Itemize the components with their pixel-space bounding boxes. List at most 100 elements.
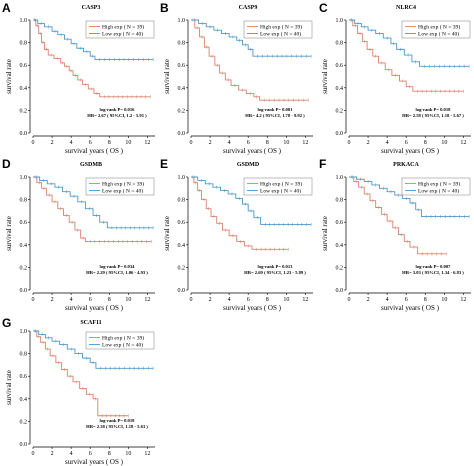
x-axis-label: survival years ( OS ) xyxy=(381,147,440,155)
x-tick-label: 0 xyxy=(32,451,35,457)
y-tick-label: 0.4 xyxy=(336,86,344,92)
y-tick-label: 0.2 xyxy=(178,265,186,271)
legend-label-high: High exp ( N = 39) xyxy=(260,24,302,31)
legend-label-low: Low exp ( N = 40) xyxy=(418,188,459,195)
logrank-p-text: log-rank P= 0.007 xyxy=(416,264,452,269)
x-tick-label: 0 xyxy=(348,140,351,146)
legend-label-high: High exp ( N = 39) xyxy=(102,24,144,31)
x-tick-label: 8 xyxy=(424,140,427,146)
y-tick-label: 0.6 xyxy=(20,63,28,69)
logrank-p-text: log-rank P= 0.018 xyxy=(416,107,452,112)
x-tick-label: 0 xyxy=(190,140,193,146)
x-tick-label: 8 xyxy=(424,297,427,303)
y-tick-label: 1.0 xyxy=(20,329,28,335)
x-tick-label: 10 xyxy=(125,140,131,146)
x-tick-label: 4 xyxy=(228,297,231,303)
x-axis-label: survival years ( OS ) xyxy=(65,304,124,312)
x-axis-label: survival years ( OS ) xyxy=(223,147,282,155)
x-tick-label: 6 xyxy=(405,140,408,146)
x-tick-label: 6 xyxy=(89,297,92,303)
hazard-ratio-text: HR= 2.69 ( 95%CI, 1.23 - 5.89 ) xyxy=(244,270,306,275)
y-tick-label: 0.6 xyxy=(20,374,28,380)
y-tick-label: 0.0 xyxy=(336,131,344,137)
x-tick-label: 4 xyxy=(386,140,389,146)
panel-title: PRKACA xyxy=(393,162,419,168)
x-tick-label: 6 xyxy=(247,140,250,146)
panel-letter: F xyxy=(319,157,326,171)
panel-letter: E xyxy=(160,157,168,171)
x-tick-label: 2 xyxy=(51,140,54,146)
x-tick-label: 2 xyxy=(367,140,370,146)
x-tick-label: 10 xyxy=(283,140,289,146)
series-low-exp-line xyxy=(191,19,312,57)
y-tick-label: 0.4 xyxy=(20,397,28,403)
logrank-p-text: log-rank P= 0.016 xyxy=(100,107,136,112)
x-tick-label: 6 xyxy=(405,297,408,303)
y-tick-label: 0.2 xyxy=(336,265,344,271)
hazard-ratio-text: HR= 4.2 ( 95%CI, 1.78 - 9.92 ) xyxy=(245,113,305,118)
km-panel-g: G SCAF11 0.0 0.2 0.4 0.6 0.8 1.0 0 2 4 6 8 10 12 surviv… xyxy=(2,316,155,466)
x-tick-label: 12 xyxy=(144,297,150,303)
y-tick-label: 0.0 xyxy=(20,131,28,137)
y-tick-label: 0.2 xyxy=(336,108,344,114)
x-tick-label: 4 xyxy=(70,297,73,303)
hazard-ratio-text: HR= 2.29 ( 95%CI, 1.06 - 4.93 ) xyxy=(86,270,148,275)
km-panel-f: F PRKACA 0.0 0.2 0.4 0.6 0.8 1.0 0 2 4 6 8 10 12 surviv… xyxy=(319,157,471,312)
legend-box xyxy=(85,20,155,39)
panel-title: SCAF11 xyxy=(80,320,101,326)
y-tick-label: 0.0 xyxy=(20,442,28,448)
y-axis-label: survival rate xyxy=(321,59,329,94)
legend-label-high: High exp ( N = 39) xyxy=(418,181,460,188)
hazard-ratio-text: HR= 2.58 ( 95%CI, 1.18 - 5.67 ) xyxy=(402,113,464,118)
x-tick-label: 10 xyxy=(283,297,289,303)
y-tick-label: 0.8 xyxy=(336,198,344,204)
x-tick-label: 12 xyxy=(302,297,308,303)
y-tick-label: 0.2 xyxy=(20,419,28,425)
logrank-p-text: log-rank P= 0.018 xyxy=(100,418,136,423)
y-tick-label: 1.0 xyxy=(178,175,186,181)
x-tick-label: 12 xyxy=(460,140,466,146)
x-tick-label: 6 xyxy=(247,297,250,303)
y-tick-label: 0.4 xyxy=(20,86,28,92)
panel-title: CASP9 xyxy=(239,5,258,11)
y-tick-label: 0.6 xyxy=(336,220,344,226)
legend-label-high: High exp ( N = 39) xyxy=(260,181,302,188)
x-tick-label: 12 xyxy=(460,297,466,303)
x-tick-label: 6 xyxy=(89,140,92,146)
legend-label-low: Low exp ( N = 40) xyxy=(260,188,301,195)
x-tick-label: 8 xyxy=(108,140,111,146)
panel-title: GSDMD xyxy=(237,162,260,168)
x-tick-label: 8 xyxy=(108,451,111,457)
x-tick-label: 2 xyxy=(51,451,54,457)
x-tick-label: 2 xyxy=(51,297,54,303)
y-axis-label: survival rate xyxy=(5,59,13,94)
y-tick-label: 0.6 xyxy=(336,63,344,69)
series-high-exp-line xyxy=(33,19,151,98)
y-tick-label: 0.8 xyxy=(20,352,28,358)
x-tick-label: 4 xyxy=(70,451,73,457)
y-tick-label: 0.4 xyxy=(20,243,28,249)
y-axis-label: survival rate xyxy=(5,370,13,405)
x-tick-label: 8 xyxy=(108,297,111,303)
y-axis-label: survival rate xyxy=(5,216,13,251)
panel-title: CASP3 xyxy=(82,5,101,11)
y-tick-label: 0.0 xyxy=(178,131,186,137)
series-high-exp-line xyxy=(191,176,289,250)
y-axis-label: survival rate xyxy=(321,216,329,251)
x-tick-label: 0 xyxy=(348,297,351,303)
panel-letter: D xyxy=(2,157,11,171)
x-tick-label: 0 xyxy=(32,297,35,303)
panel-title: NLRC4 xyxy=(396,5,416,11)
panel-title: GSDMB xyxy=(80,162,102,168)
legend-label-low: Low exp ( N = 40) xyxy=(102,188,143,195)
y-tick-label: 0.2 xyxy=(178,108,186,114)
x-tick-label: 10 xyxy=(125,297,131,303)
y-axis-label: survival rate xyxy=(163,59,171,94)
y-tick-label: 0.8 xyxy=(20,41,28,47)
legend-label-high: High exp ( N = 39) xyxy=(102,335,144,342)
hazard-ratio-text: HR= 2.67 ( 95%CI, 1.2 - 5.91 ) xyxy=(87,113,147,118)
legend-box xyxy=(85,331,155,350)
km-panel-a: A CASP3 0.0 0.2 0.4 0.6 0.8 1.0 0 2 4 6 8 10 12 surviva… xyxy=(2,1,155,155)
hazard-ratio-text: HR= 3.03 ( 95%CI, 1.34 - 6.83 ) xyxy=(402,270,464,275)
